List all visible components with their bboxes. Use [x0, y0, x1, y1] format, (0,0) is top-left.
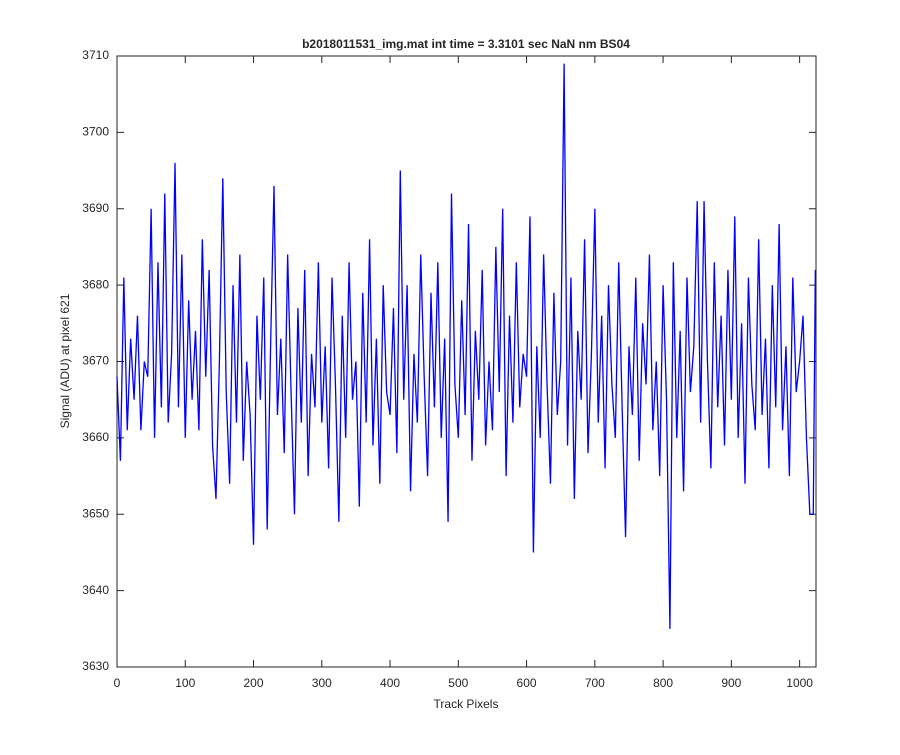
- y-axis-label: Signal (ADU) at pixel 621: [58, 293, 72, 428]
- y-tick-label: 3650: [82, 506, 109, 520]
- data-line: [116, 63, 816, 629]
- y-tick-label: 3710: [82, 48, 109, 62]
- y-tick-label: 3660: [82, 430, 109, 444]
- y-tick-label: 3700: [82, 125, 109, 139]
- x-tick-label: 300: [312, 676, 332, 690]
- y-tick-label: 3680: [82, 277, 109, 291]
- x-tick-label: 100: [175, 676, 195, 690]
- x-tick-label: 500: [448, 676, 468, 690]
- x-tick-label: 800: [653, 676, 673, 690]
- y-tick-label: 3630: [82, 659, 109, 673]
- y-tick-label: 3640: [82, 583, 109, 597]
- x-tick-label: 900: [721, 676, 741, 690]
- y-tick-label: 3690: [82, 201, 109, 215]
- x-tick-label: 600: [517, 676, 537, 690]
- x-axis-label: Track Pixels: [434, 697, 499, 711]
- x-tick-label: 400: [380, 676, 400, 690]
- x-tick-label: 200: [244, 676, 264, 690]
- y-tick-label: 3670: [82, 354, 109, 368]
- x-tick-label: 0: [114, 676, 121, 690]
- chart-title: b2018011531_img.mat int time = 3.3101 se…: [302, 37, 630, 51]
- x-tick-label: 1000: [786, 676, 813, 690]
- x-tick-label: 700: [585, 676, 605, 690]
